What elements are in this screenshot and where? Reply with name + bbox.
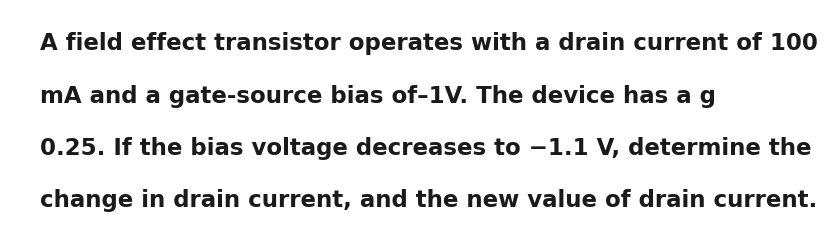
Text: change in drain current, and the new value of drain current.: change in drain current, and the new val… — [40, 189, 817, 212]
Text: 0.25. If the bias voltage decreases to −1.1 V, determine the: 0.25. If the bias voltage decreases to −… — [40, 136, 812, 159]
Text: mA and a gate-source bias of–1V. The device has a g: mA and a gate-source bias of–1V. The dev… — [40, 84, 717, 107]
Text: A field effect transistor operates with a drain current of 100: A field effect transistor operates with … — [40, 32, 818, 55]
